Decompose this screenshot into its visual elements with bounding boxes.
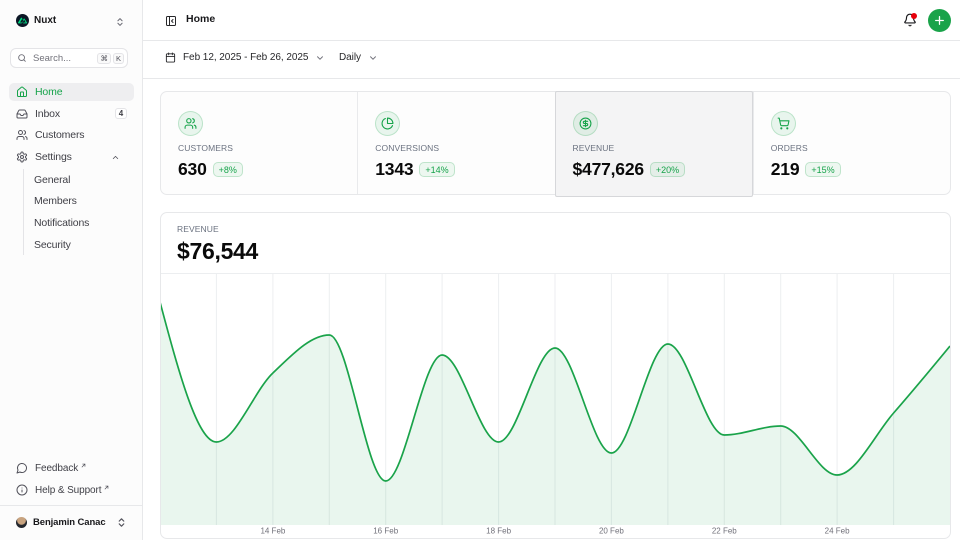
svg-text:18 Feb: 18 Feb: [486, 527, 511, 536]
svg-text:22 Feb: 22 Feb: [712, 527, 737, 536]
svg-text:24 Feb: 24 Feb: [825, 527, 850, 536]
svg-text:20 Feb: 20 Feb: [599, 527, 624, 536]
svg-text:14 Feb: 14 Feb: [260, 527, 285, 536]
svg-text:16 Feb: 16 Feb: [373, 527, 398, 536]
